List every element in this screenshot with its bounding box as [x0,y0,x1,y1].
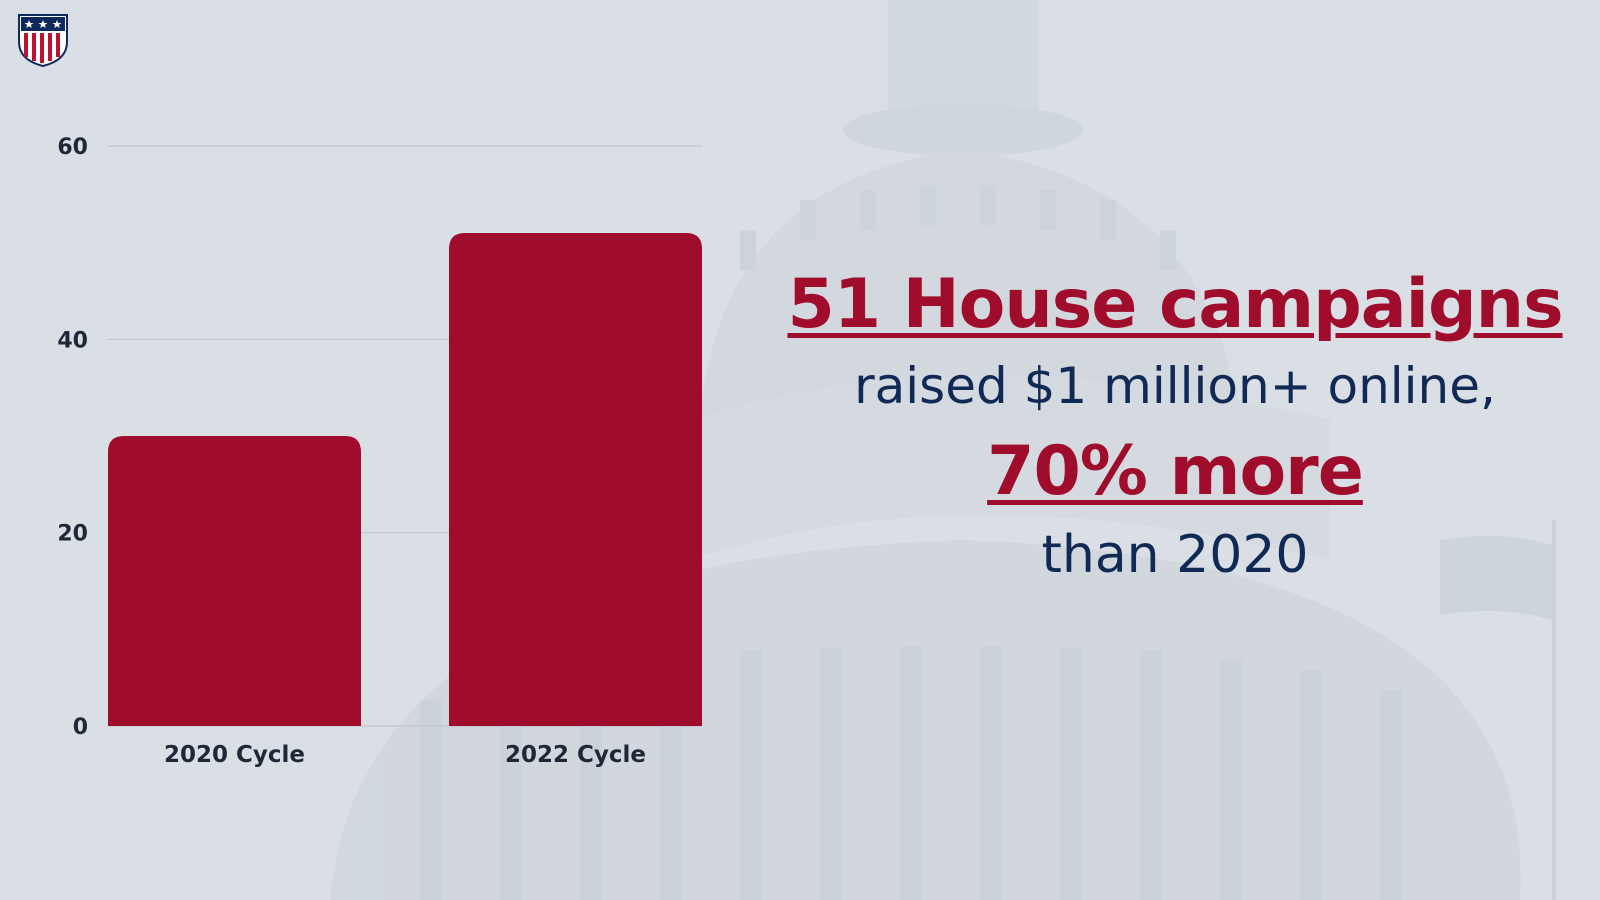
y-tick-label: 20 [57,522,88,547]
bar-chart: 0 20 40 60 2020 Cycle 2022 Cycle [57,135,702,768]
x-axis-labels: 2020 Cycle 2022 Cycle [164,742,646,768]
y-axis-ticks: 0 20 40 60 [57,135,88,740]
headline-line-4: than 2020 [1041,525,1309,585]
y-tick-label: 60 [57,135,88,160]
bar [449,233,702,726]
x-category-label: 2022 Cycle [505,742,646,768]
headline-line-3: 70% more [987,432,1364,511]
headline-block: 51 House campaigns raised $1 million+ on… [770,262,1580,590]
y-tick-label: 40 [57,328,88,353]
bars [108,233,702,726]
headline-line-2: raised $1 million+ online, [854,357,1496,415]
headline-line-1: 51 House campaigns [787,265,1563,344]
y-tick-label: 0 [73,715,88,740]
x-category-label: 2020 Cycle [164,742,305,768]
bar [108,436,361,726]
shield-stars-stripes-icon [18,14,68,68]
